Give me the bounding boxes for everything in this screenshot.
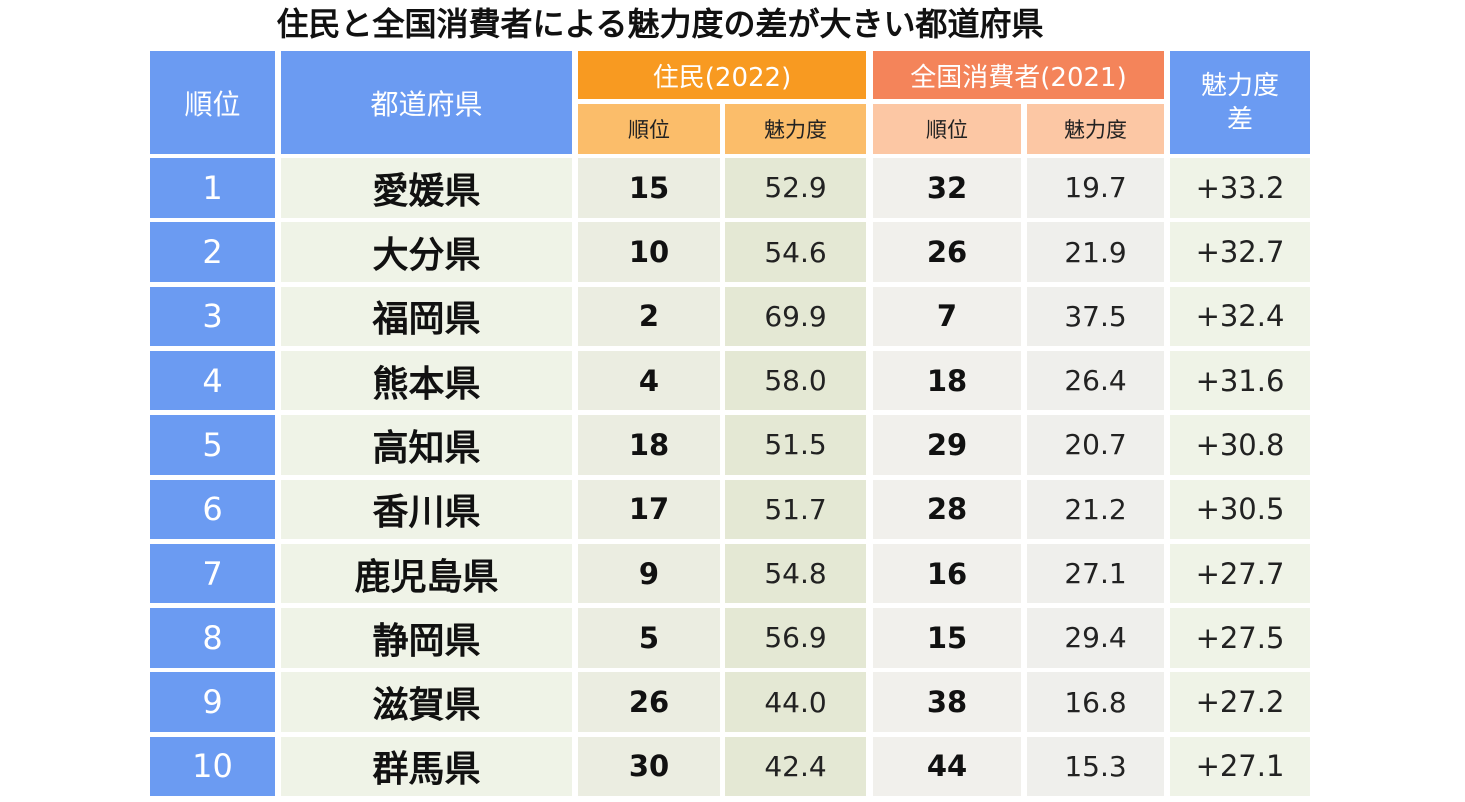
national-score-cell: 21.9: [1027, 222, 1164, 282]
rank-cell: 8: [150, 608, 275, 668]
national-rank-cell: 32: [873, 158, 1021, 218]
rank-cell: 9: [150, 672, 275, 732]
score-difference-cell: +31.6: [1170, 350, 1310, 411]
header-prefecture: 都道府県: [281, 51, 572, 154]
national-rank-cell: 18: [873, 350, 1021, 411]
subheader-residents-rank: 順位: [578, 104, 720, 154]
prefecture-cell: 福岡県: [281, 286, 572, 347]
header-residents-2022: 住民(2022): [578, 51, 866, 99]
score-difference-cell: +27.2: [1170, 672, 1310, 732]
chart-title: 住民と全国消費者による魅力度の差が大きい都道府県: [276, 5, 1044, 43]
header-diff-line1: 魅力度: [1200, 70, 1279, 101]
score-difference-cell: +30.5: [1170, 479, 1310, 539]
national-rank-cell: 7: [873, 286, 1021, 347]
prefecture-cell: 大分県: [281, 222, 572, 282]
national-score-cell: 29.4: [1027, 608, 1164, 668]
residents-score-cell: 56.9: [725, 608, 866, 668]
score-difference-cell: +30.8: [1170, 415, 1310, 475]
national-score-cell: 37.5: [1027, 286, 1164, 347]
header-national-2021: 全国消費者(2021): [873, 51, 1164, 99]
residents-rank-cell: 18: [578, 415, 720, 475]
prefecture-cell: 滋賀県: [281, 672, 572, 732]
subheader-residents-score: 魅力度: [725, 104, 866, 154]
residents-rank-cell: 17: [578, 479, 720, 539]
national-rank-cell: 29: [873, 415, 1021, 475]
header-diff-line2: 差: [1226, 104, 1253, 135]
prefecture-cell: 群馬県: [281, 736, 572, 797]
rank-cell: 5: [150, 415, 275, 475]
residents-rank-cell: 2: [578, 286, 720, 347]
residents-score-cell: 44.0: [725, 672, 866, 732]
rank-cell: 1: [150, 158, 275, 218]
residents-rank-cell: 5: [578, 608, 720, 668]
residents-score-cell: 54.6: [725, 222, 866, 282]
national-rank-cell: 28: [873, 479, 1021, 539]
national-rank-cell: 26: [873, 222, 1021, 282]
residents-rank-cell: 10: [578, 222, 720, 282]
national-score-cell: 26.4: [1027, 350, 1164, 411]
residents-score-cell: 42.4: [725, 736, 866, 797]
residents-score-cell: 51.5: [725, 415, 866, 475]
score-difference-cell: +32.4: [1170, 286, 1310, 347]
residents-rank-cell: 26: [578, 672, 720, 732]
national-score-cell: 19.7: [1027, 158, 1164, 218]
residents-score-cell: 54.8: [725, 543, 866, 604]
prefecture-cell: 高知県: [281, 415, 572, 475]
national-score-cell: 27.1: [1027, 543, 1164, 604]
residents-rank-cell: 9: [578, 543, 720, 604]
residents-score-cell: 58.0: [725, 350, 866, 411]
prefecture-cell: 愛媛県: [281, 158, 572, 218]
rank-cell: 4: [150, 350, 275, 411]
rank-cell: 7: [150, 543, 275, 604]
residents-rank-cell: 30: [578, 736, 720, 797]
national-rank-cell: 44: [873, 736, 1021, 797]
score-difference-cell: +27.5: [1170, 608, 1310, 668]
prefecture-cell: 香川県: [281, 479, 572, 539]
rank-cell: 10: [150, 736, 275, 797]
residents-score-cell: 51.7: [725, 479, 866, 539]
national-rank-cell: 15: [873, 608, 1021, 668]
prefecture-cell: 熊本県: [281, 350, 572, 411]
residents-rank-cell: 15: [578, 158, 720, 218]
score-difference-cell: +27.1: [1170, 736, 1310, 797]
header-rank: 順位: [150, 51, 275, 154]
prefecture-cell: 鹿児島県: [281, 543, 572, 604]
rank-cell: 3: [150, 286, 275, 347]
rank-cell: 2: [150, 222, 275, 282]
residents-score-cell: 69.9: [725, 286, 866, 347]
subheader-national-rank: 順位: [873, 104, 1021, 154]
header-score-difference: 魅力度 差: [1170, 51, 1310, 154]
residents-rank-cell: 4: [578, 350, 720, 411]
score-difference-cell: +33.2: [1170, 158, 1310, 218]
national-rank-cell: 38: [873, 672, 1021, 732]
prefecture-cell: 静岡県: [281, 608, 572, 668]
national-rank-cell: 16: [873, 543, 1021, 604]
national-score-cell: 16.8: [1027, 672, 1164, 732]
national-score-cell: 21.2: [1027, 479, 1164, 539]
subheader-national-score: 魅力度: [1027, 104, 1164, 154]
score-difference-cell: +27.7: [1170, 543, 1310, 604]
residents-score-cell: 52.9: [725, 158, 866, 218]
national-score-cell: 20.7: [1027, 415, 1164, 475]
rank-cell: 6: [150, 479, 275, 539]
national-score-cell: 15.3: [1027, 736, 1164, 797]
score-difference-cell: +32.7: [1170, 222, 1310, 282]
